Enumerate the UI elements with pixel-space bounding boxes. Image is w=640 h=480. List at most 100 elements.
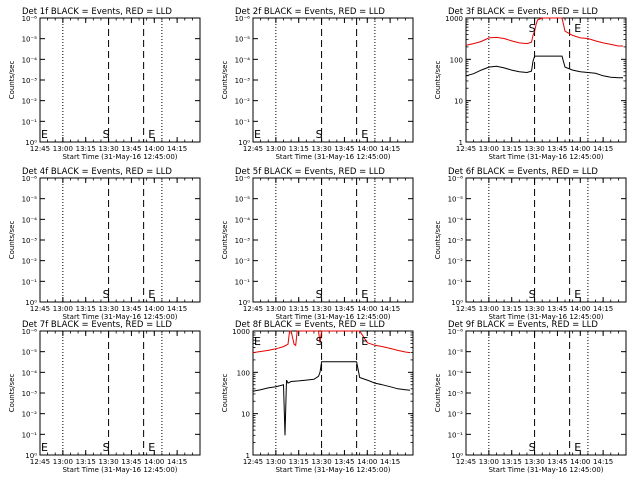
marker-edge: E	[254, 335, 261, 348]
plot-frame	[39, 17, 201, 143]
series-line-red	[252, 330, 411, 354]
x-tick-label: 14:00	[570, 145, 590, 153]
marker-e: E	[148, 288, 155, 301]
y-tick-label: 10⁻⁴	[235, 56, 251, 64]
x-tick-label: 12:45	[456, 305, 476, 313]
y-tick-label: 10⁻⁵	[22, 196, 38, 204]
marker-edge: E	[254, 128, 261, 141]
y-tick-label: 10⁰	[25, 139, 37, 147]
y-tick-label: 10⁻³	[448, 390, 464, 398]
y-tick-label: 100	[450, 56, 463, 64]
y-tick-label: 10⁻⁵	[235, 36, 251, 44]
series-line-black	[252, 361, 411, 436]
x-tick-label: 13:00	[53, 145, 73, 153]
y-tick-label: 10⁻³	[235, 77, 251, 85]
marker-e: E	[574, 441, 581, 454]
plot-frame	[465, 330, 627, 456]
x-tick-label: 14:15	[167, 145, 187, 153]
x-tick-label: 13:00	[479, 458, 499, 466]
y-tick-label: 1	[246, 452, 250, 460]
x-tick-label: 13:45	[547, 458, 567, 466]
x-tick-label: 13:00	[53, 458, 73, 466]
x-tick-label: 13:30	[311, 305, 331, 313]
y-tick-label: 10⁻⁶	[22, 328, 38, 336]
y-tick-label: 10⁻⁵	[235, 196, 251, 204]
detector-panel-1: Det 1f BLACK = Events, RED = LLD 10⁰ 10⁻¹ 1…	[8, 7, 201, 161]
y-tick-label: 10⁻³	[22, 390, 38, 398]
x-tick-label: 14:00	[357, 305, 377, 313]
x-tick-label: 13:30	[98, 458, 118, 466]
y-axis-label: Counts/sec	[434, 374, 442, 413]
y-tick-label: 10⁻³	[448, 237, 464, 245]
x-tick-label: 13:00	[266, 145, 286, 153]
y-tick-label: 10⁻³	[22, 237, 38, 245]
y-tick-label: 10⁻¹	[235, 278, 251, 286]
detector-panel-4: Det 4f BLACK = Events, RED = LLD 10⁰ 10⁻¹ 1…	[8, 167, 201, 321]
x-tick-label: 13:15	[289, 305, 309, 313]
marker-e: E	[361, 288, 368, 301]
x-axis-label: Start Time (31-May-16 12:45:00)	[62, 466, 177, 474]
x-tick-label: 13:15	[76, 145, 96, 153]
x-tick-label: 14:00	[570, 458, 590, 466]
marker-s: S	[316, 128, 323, 141]
x-tick-label: 12:45	[30, 458, 50, 466]
x-tick-label: 14:15	[593, 145, 613, 153]
y-tick-label: 10⁰	[238, 299, 250, 307]
y-axis-label: Counts/sec	[434, 61, 442, 100]
y-tick-label: 10⁻¹	[22, 278, 38, 286]
x-tick-label: 12:45	[243, 305, 263, 313]
detector-panel-9: Det 9f BLACK = Events, RED = LLD 10⁰ 10⁻¹ 1…	[434, 320, 627, 474]
marker-s: S	[529, 22, 536, 35]
x-tick-label: 14:00	[144, 145, 164, 153]
y-tick-label: 10⁰	[25, 299, 37, 307]
detector-panel-8: Det 8f BLACK = Events, RED = LLD 1 10 100 10…	[221, 320, 414, 474]
x-tick-label: 13:45	[334, 305, 354, 313]
y-tick-label: 10⁻⁴	[448, 369, 464, 377]
y-tick-label: 10⁻¹	[448, 278, 464, 286]
y-tick-label: 10⁻¹	[22, 431, 38, 439]
y-tick-label: 10⁻²	[22, 258, 38, 266]
y-tick-label: 10⁻⁴	[22, 216, 38, 224]
x-tick-label: 13:15	[502, 458, 522, 466]
plot-frame	[252, 177, 414, 303]
y-axis-label: Counts/sec	[221, 221, 229, 260]
series-line-red	[465, 17, 623, 47]
x-tick-label: 13:45	[547, 305, 567, 313]
x-tick-label: 13:15	[502, 145, 522, 153]
x-tick-label: 13:15	[76, 458, 96, 466]
marker-e: E	[148, 128, 155, 141]
plot-frame	[465, 177, 627, 303]
detector-panel-5: Det 5f BLACK = Events, RED = LLD 10⁰ 10⁻¹ 1…	[221, 167, 414, 321]
x-tick-label: 14:00	[357, 458, 377, 466]
x-tick-label: 12:45	[456, 145, 476, 153]
x-tick-label: 13:15	[502, 305, 522, 313]
y-tick-label: 10⁻³	[22, 77, 38, 85]
y-tick-label: 10⁻²	[448, 411, 464, 419]
plot-frame	[252, 330, 414, 456]
marker-s: S	[529, 288, 536, 301]
x-tick-label: 12:45	[30, 305, 50, 313]
y-axis-label: Counts/sec	[8, 221, 16, 260]
x-axis-label: Start Time (31-May-16 12:45:00)	[488, 153, 603, 161]
x-tick-label: 13:30	[98, 145, 118, 153]
y-tick-label: 10⁰	[451, 299, 463, 307]
y-tick-label: 1000	[445, 15, 463, 23]
y-tick-label: 10⁰	[25, 452, 37, 460]
y-tick-label: 10⁻⁶	[235, 175, 251, 183]
marker-e: E	[361, 128, 368, 141]
y-axis-label: Counts/sec	[221, 374, 229, 413]
y-tick-label: 10⁻⁵	[448, 349, 464, 357]
marker-s: S	[316, 335, 323, 348]
panel-title: Det 6f BLACK = Events, RED = LLD	[448, 167, 598, 177]
y-tick-label: 10⁻⁵	[448, 196, 464, 204]
marker-s: S	[103, 441, 110, 454]
x-tick-label: 13:15	[289, 145, 309, 153]
x-tick-label: 13:45	[334, 145, 354, 153]
y-tick-label: 10⁻¹	[22, 118, 38, 126]
x-tick-label: 14:15	[380, 145, 400, 153]
marker-s: S	[316, 288, 323, 301]
y-tick-label: 10⁻²	[235, 258, 251, 266]
panel-title: Det 1f BLACK = Events, RED = LLD	[22, 7, 172, 17]
y-tick-label: 10⁰	[451, 452, 463, 460]
marker-s: S	[103, 288, 110, 301]
